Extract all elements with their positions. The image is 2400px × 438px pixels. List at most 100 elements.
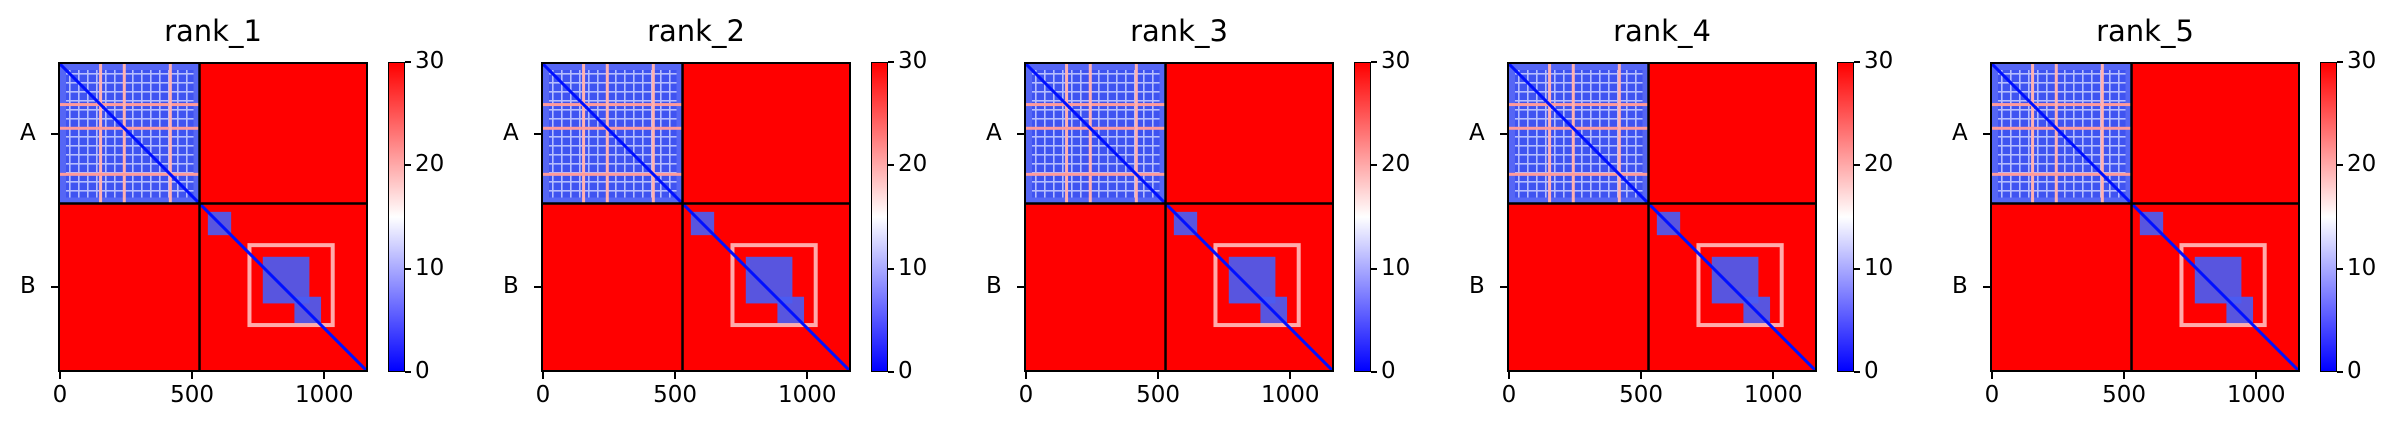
chain-a-stripe-v bbox=[122, 64, 126, 204]
y-tick-label: A bbox=[20, 119, 36, 146]
heatmap-plot bbox=[1507, 62, 1817, 372]
chain-a-stripe-v bbox=[582, 64, 586, 204]
diagonal bbox=[1509, 64, 1815, 370]
colorbar-tick-mark bbox=[888, 267, 894, 270]
y-tick-mark bbox=[1983, 285, 1990, 288]
colorbar-tick-mark bbox=[405, 267, 411, 270]
colorbar-tick-mark bbox=[405, 164, 411, 167]
panel-3: rank_3 A B 0 500 1000 0 10 20 30 bbox=[966, 0, 1436, 438]
chain-a-stripe-h bbox=[1509, 172, 1649, 176]
colorbar-tick-mark bbox=[1854, 164, 1860, 167]
x-tick-mark bbox=[2255, 372, 2258, 379]
colorbar-tick-mark bbox=[1371, 164, 1377, 167]
chain-a-stripe-h bbox=[1992, 172, 2132, 176]
colorbar-tick-label: 30 bbox=[415, 48, 445, 74]
chain-a-stripe-h bbox=[543, 103, 683, 107]
x-tick-mark bbox=[1508, 372, 1510, 379]
chain-b-domain-2 bbox=[745, 256, 793, 304]
y-tick-label: B bbox=[1952, 272, 1968, 299]
colorbar-tick-mark bbox=[1854, 267, 1860, 270]
colorbar-tick-label: 0 bbox=[1381, 358, 1396, 384]
x-tick-label: 0 bbox=[1018, 382, 1034, 408]
colorbar-tick-mark bbox=[2337, 61, 2343, 63]
chain-b-domain-2 bbox=[2194, 256, 2242, 304]
x-tick-label: 1000 bbox=[1260, 382, 1320, 408]
y-tick-label: A bbox=[1469, 119, 1485, 146]
colorbar bbox=[1354, 62, 1371, 372]
chain-a-stripe-v bbox=[1088, 64, 1092, 204]
colorbar-tick-mark bbox=[1371, 371, 1377, 373]
colorbar-tick-mark bbox=[2337, 267, 2343, 270]
x-tick-mark bbox=[191, 372, 194, 379]
colorbar-tick-label: 30 bbox=[1864, 48, 1894, 74]
x-tick-label: 1000 bbox=[1743, 382, 1803, 408]
chain-a-stripe-v bbox=[605, 64, 609, 204]
y-tick-label: A bbox=[1952, 119, 1968, 146]
colorbar-tick-label: 10 bbox=[2347, 254, 2377, 281]
y-tick-mark bbox=[1500, 132, 1507, 135]
chain-a-stripe-v bbox=[2054, 64, 2058, 204]
colorbar bbox=[2320, 62, 2337, 372]
chain-a-stripe-h bbox=[1509, 103, 1649, 107]
x-tick-label: 500 bbox=[653, 382, 698, 408]
y-tick-mark bbox=[534, 285, 541, 288]
chain-a-stripe-h bbox=[1026, 126, 1166, 130]
colorbar-tick-label: 20 bbox=[898, 151, 928, 178]
chain-a-stripe-v bbox=[99, 64, 103, 204]
y-tick-label: B bbox=[20, 272, 36, 299]
colorbar-tick-mark bbox=[888, 371, 894, 373]
colorbar-tick-mark bbox=[1371, 267, 1377, 270]
chart-title: rank_5 bbox=[2096, 14, 2194, 48]
chart-title: rank_2 bbox=[647, 14, 745, 48]
colorbar-tick-label: 30 bbox=[898, 48, 928, 74]
chain-a-stripe-v bbox=[651, 64, 655, 204]
colorbar-tick-label: 10 bbox=[415, 254, 445, 281]
x-tick-mark bbox=[1772, 372, 1775, 379]
chain-a-stripe-h bbox=[1026, 103, 1166, 107]
chain-a-stripe-v bbox=[1134, 64, 1138, 204]
x-tick-label: 0 bbox=[52, 382, 68, 408]
colorbar-tick-label: 30 bbox=[2347, 48, 2377, 74]
x-tick-mark bbox=[542, 372, 544, 379]
y-tick-label: B bbox=[1469, 272, 1485, 299]
x-tick-mark bbox=[1025, 372, 1027, 379]
x-tick-mark bbox=[323, 372, 326, 379]
x-tick-mark bbox=[1289, 372, 1292, 379]
y-tick-label: B bbox=[503, 272, 519, 299]
chain-a-stripe-v bbox=[1548, 64, 1552, 204]
x-tick-label: 1000 bbox=[2226, 382, 2286, 408]
colorbar-tick-label: 10 bbox=[1381, 254, 1411, 281]
chain-a-stripe-h bbox=[1026, 172, 1166, 176]
heatmap-plot bbox=[541, 62, 851, 372]
y-tick-label: B bbox=[986, 272, 1002, 299]
colorbar-tick-mark bbox=[888, 61, 894, 63]
chain-a-stripe-h bbox=[543, 172, 683, 176]
diagonal bbox=[1992, 64, 2298, 370]
x-tick-mark bbox=[59, 372, 61, 379]
panel-4: rank_4 A B 0 500 1000 0 10 20 30 bbox=[1449, 0, 1919, 438]
x-tick-label: 500 bbox=[1136, 382, 1181, 408]
chain-a-stripe-v bbox=[2031, 64, 2035, 204]
chain-b-domain-2 bbox=[262, 256, 310, 304]
chain-a-stripe-h bbox=[60, 126, 200, 130]
chain-b-fringe bbox=[730, 243, 818, 328]
chain-a-stripe-h bbox=[1509, 126, 1649, 130]
colorbar bbox=[1837, 62, 1854, 372]
chain-a-stripe-h bbox=[60, 172, 200, 176]
heatmap-plot bbox=[58, 62, 368, 372]
y-tick-mark bbox=[534, 132, 541, 135]
diagonal bbox=[1026, 64, 1332, 370]
chain-b-domain-2 bbox=[1711, 256, 1759, 304]
x-tick-label: 0 bbox=[535, 382, 551, 408]
chain-b-fringe bbox=[1213, 243, 1301, 328]
chain-a-stripe-v bbox=[168, 64, 172, 204]
colorbar-tick-label: 0 bbox=[2347, 358, 2362, 384]
x-tick-label: 500 bbox=[170, 382, 215, 408]
colorbar-tick-mark bbox=[1371, 61, 1377, 63]
x-tick-mark bbox=[2123, 372, 2126, 379]
x-tick-mark bbox=[1640, 372, 1643, 379]
chain-a-stripe-h bbox=[60, 103, 200, 107]
colorbar-tick-label: 0 bbox=[898, 358, 913, 384]
colorbar bbox=[871, 62, 888, 372]
x-tick-label: 1000 bbox=[294, 382, 354, 408]
